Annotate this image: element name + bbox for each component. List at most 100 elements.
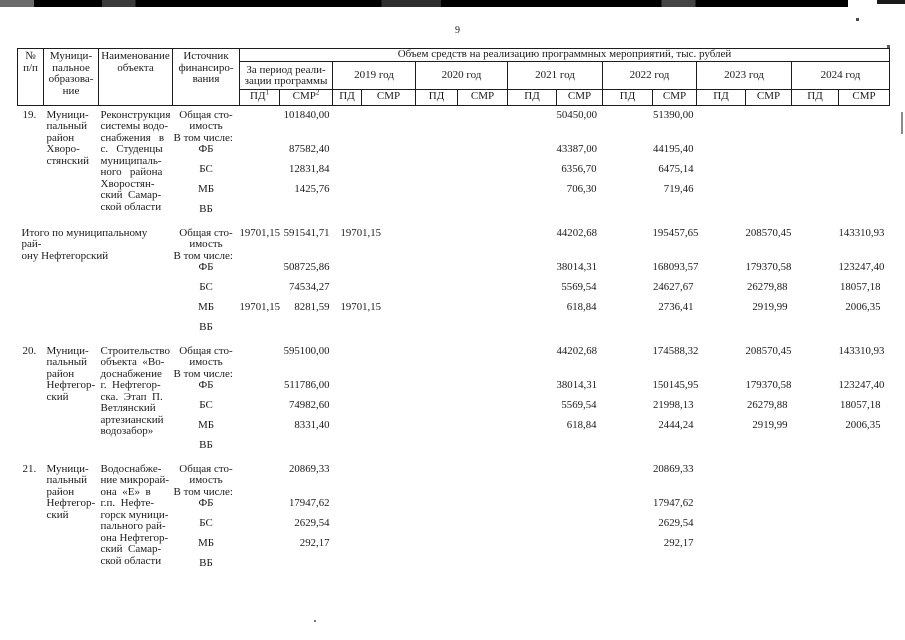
value-pd-2021-mb <box>508 302 557 322</box>
value-smr-2020-bs <box>458 282 508 302</box>
header-year-2019: 2019 год <box>332 60 416 90</box>
value-pd-2021-fb <box>508 144 557 164</box>
header-year-2020: 2020 год <box>415 60 508 90</box>
value-smr-2024-vb <box>839 558 890 578</box>
value-cell-smr-2023: 208570,45 179370,58 26279,88 2919,99 <box>746 224 792 342</box>
value-pd-2024-vb <box>792 322 839 342</box>
value-smr-2019-vb <box>362 322 416 342</box>
value-smr-2021-bs: 5569,54 <box>561 280 597 293</box>
value-smr-2024-total <box>839 110 890 144</box>
value-smr-2019-vb <box>362 204 416 224</box>
value-cell-pd-2024 <box>792 460 839 578</box>
value-cell-pd-2024 <box>792 224 839 342</box>
value-cell-pd-2021 <box>508 105 557 224</box>
value-smr-period-vb <box>280 440 333 460</box>
value-pd-2024-total <box>792 346 839 380</box>
value-smr-2021-fb: 43387,00 <box>556 142 598 155</box>
value-smr-2021-bs <box>557 518 603 538</box>
value-cell-smr-2024 <box>839 460 890 578</box>
value-pd-2024-mb <box>792 302 839 322</box>
header-pd-2019: ПД <box>332 88 362 106</box>
value-pd-2020-vb <box>416 440 458 460</box>
header-pd-2022: ПД <box>602 88 653 106</box>
value-pd-period-mb: 19701,15 <box>239 300 281 313</box>
value-pd-2020-bs <box>416 282 458 302</box>
value-cell-pd-2019: 19701,15 19701,15 <box>333 224 382 342</box>
pd-label: ПД <box>250 90 266 103</box>
value-pd-2019-vb <box>333 322 362 342</box>
value-cell-pd-2021 <box>508 224 557 342</box>
value-smr-2024-fb: 123247,40 <box>838 260 885 273</box>
value-pd-period-bs <box>240 282 280 302</box>
value-smr-2022-mb: 719,46 <box>663 182 694 195</box>
value-pd-period-bs <box>240 164 280 184</box>
value-pd-2022-bs <box>603 164 653 184</box>
value-smr-2023-bs: 26279,88 <box>747 398 788 411</box>
value-cell-smr-2021: 50450,00 43387,00 6356,70 706,30 <box>557 105 603 224</box>
scan-artifact-right-tick <box>901 112 903 134</box>
value-cell-smr-2019 <box>362 224 416 342</box>
value-pd-2021-total <box>508 228 557 262</box>
value-smr-period-mb: 8281,59 <box>294 300 330 313</box>
value-smr-2024-mb: 2006,35 <box>845 418 881 431</box>
value-pd-2019-bs <box>333 282 362 302</box>
total-row: Итого по муниципальному рай- ону Нефтего… <box>18 224 890 342</box>
value-cell-smr-period: 101840,00 87582,40 12831,84 1425,76 <box>280 105 333 224</box>
value-smr-2022-vb <box>653 322 697 342</box>
value-pd-2021-vb <box>508 322 557 342</box>
header-year-2022: 2022 год <box>602 60 697 90</box>
value-cell-pd-2020 <box>416 342 458 460</box>
value-pd-2020-total <box>416 346 458 380</box>
value-smr-2019-bs <box>362 164 416 184</box>
funding-source-cell: Общая сто- имость В том числе: ФБ БС МБ ВБ <box>173 460 240 578</box>
value-pd-2023-mb <box>697 302 746 322</box>
row-number: 20. <box>22 344 37 357</box>
value-cell-smr-2023 <box>746 460 792 578</box>
value-cell-pd-period <box>240 342 280 460</box>
scan-artifact-top-bar <box>0 0 848 7</box>
value-pd-2022-mb <box>603 184 653 204</box>
value-pd-2021-bs <box>508 400 557 420</box>
value-smr-2022-mb: 292,17 <box>663 536 694 549</box>
value-smr-2024-vb <box>839 204 890 224</box>
value-cell-smr-2021 <box>557 460 603 578</box>
value-smr-2022-total: 20869,33 <box>653 462 694 475</box>
value-pd-2022-fb <box>603 498 653 518</box>
value-smr-2024-bs: 18057,18 <box>840 398 881 411</box>
value-smr-2024-total: 143310,93 <box>838 226 885 239</box>
value-smr-2020-fb <box>458 144 508 164</box>
value-smr-2020-mb <box>458 420 508 440</box>
value-pd-2022-vb <box>603 322 653 342</box>
value-cell-pd-2020 <box>416 460 458 578</box>
program-funding-table: № п/п Муници- пальное образова- ние Наим… <box>17 48 890 578</box>
value-pd-2020-total <box>416 228 458 262</box>
source-label-vb: ВБ <box>199 556 213 569</box>
value-cell-pd-2022 <box>603 342 653 460</box>
value-cell-smr-2022: 174588,32 150145,95 21998,13 2444,24 <box>653 342 699 460</box>
source-label-vb: ВБ <box>199 320 213 333</box>
value-smr-period-mb: 292,17 <box>299 536 330 549</box>
header-pd-2021: ПД <box>507 88 557 106</box>
value-smr-2023-mb <box>746 184 792 204</box>
value-pd-2022-fb <box>603 380 653 400</box>
value-pd-2024-bs <box>792 282 839 302</box>
value-pd-2021-fb <box>508 262 557 282</box>
value-cell-pd-2023 <box>697 224 746 342</box>
value-pd-2020-vb <box>416 558 458 578</box>
value-smr-2019-bs <box>362 400 416 420</box>
value-smr-2020-vb <box>458 204 508 224</box>
value-cell-pd-period: 19701,15 19701,15 <box>239 224 281 342</box>
value-pd-2022-bs <box>603 400 653 420</box>
value-pd-2024-fb <box>792 498 839 518</box>
value-pd-2023-mb <box>697 420 746 440</box>
value-smr-2022-mb: 2736,41 <box>658 300 694 313</box>
value-pd-2021-bs <box>508 282 557 302</box>
header-smr-2019: СМР <box>361 88 416 106</box>
value-pd-2022-mb <box>603 420 653 440</box>
value-pd-2020-bs <box>416 400 458 420</box>
value-cell-smr-2021: 44202,68 38014,31 5569,54 618,84 <box>557 224 603 342</box>
value-pd-2022-mb <box>603 302 653 322</box>
value-smr-2023-bs <box>746 164 792 184</box>
value-pd-2021-bs <box>508 518 557 538</box>
source-label-bs: БС <box>199 280 213 293</box>
